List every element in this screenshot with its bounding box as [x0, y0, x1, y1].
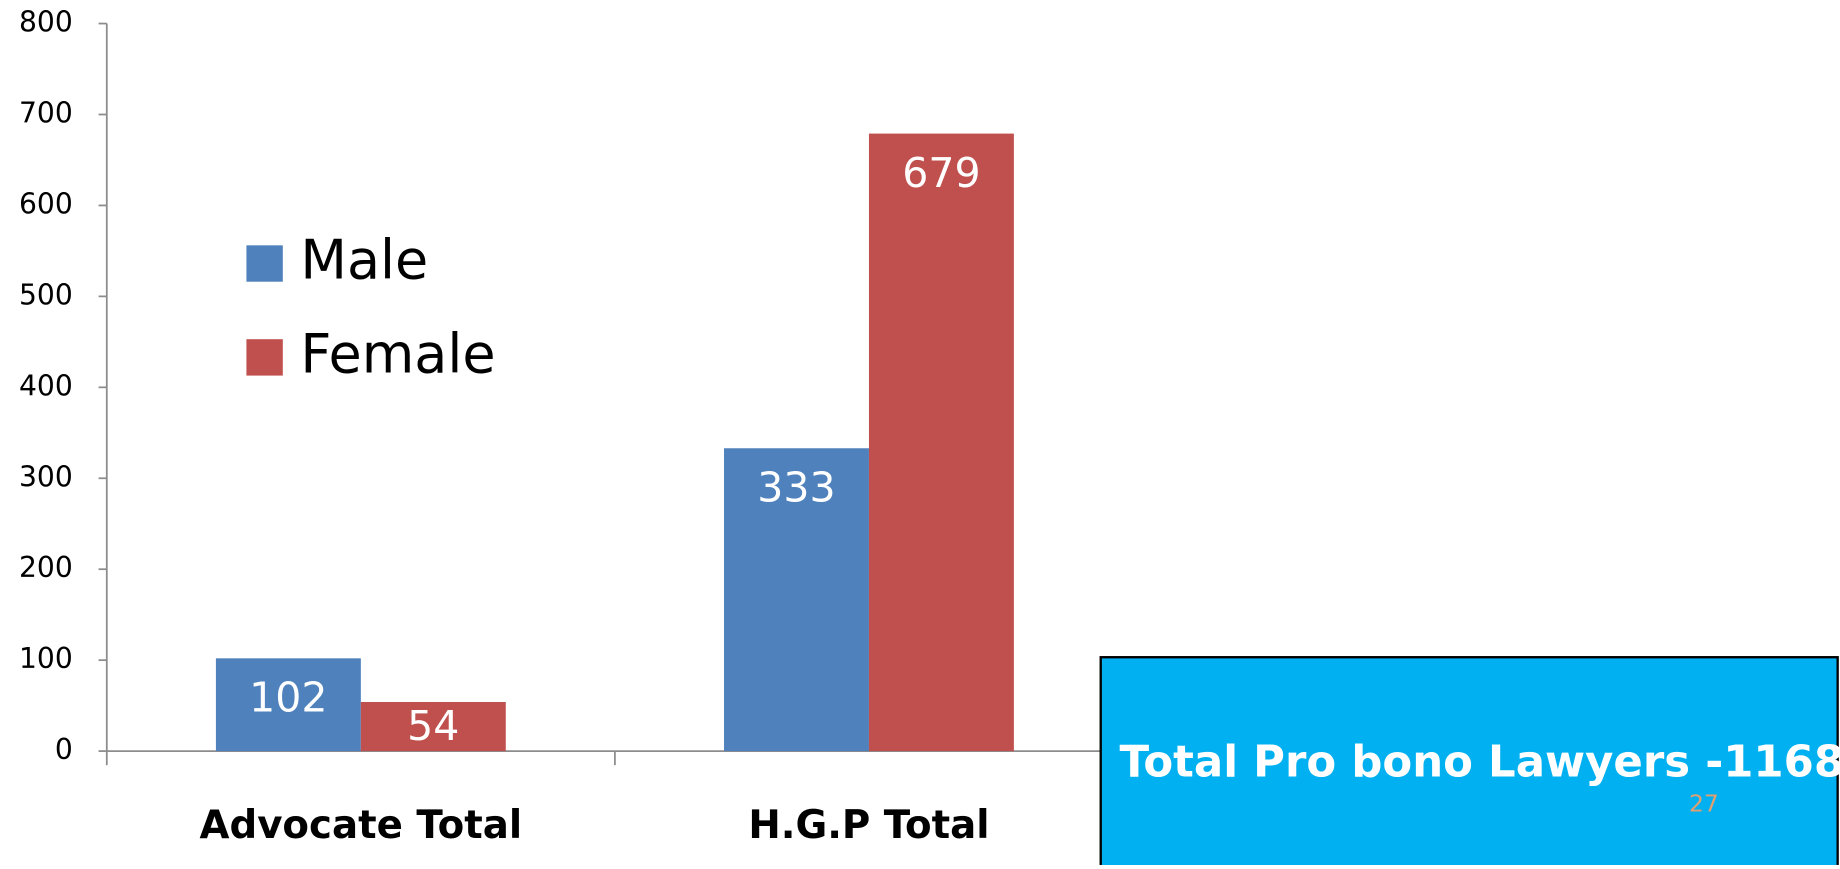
y-tick-label: 500 [19, 278, 73, 311]
y-tick-label: 0 [55, 733, 73, 766]
data-label: 102 [249, 674, 327, 722]
legend-swatch [246, 339, 283, 376]
annotation-box [1099, 656, 1839, 869]
data-label: 54 [407, 702, 459, 750]
y-tick-label: 300 [19, 460, 73, 493]
bar [360, 701, 506, 752]
legend-label: Male [300, 229, 428, 292]
data-label: 333 [757, 463, 835, 511]
y-tick-label: 600 [19, 187, 73, 220]
bar [215, 658, 361, 752]
y-tick-label: 400 [19, 369, 73, 402]
y-tick-label: 100 [19, 642, 73, 675]
data-label: 679 [902, 149, 980, 197]
y-tick-label: 200 [19, 551, 73, 584]
page-number: 27 [1689, 790, 1719, 818]
legend-label: Female [300, 323, 495, 386]
y-tick-label: 700 [19, 96, 73, 129]
y-tick-label: 800 [19, 6, 73, 39]
x-tick-label: Advocate Total [200, 803, 523, 848]
bar [724, 448, 869, 752]
x-tick-label: H.G.P Total [748, 803, 989, 848]
legend-swatch [246, 245, 283, 282]
bar [868, 133, 1014, 752]
annotation: Total Pro bono Lawyers -1168. [1119, 738, 1840, 788]
